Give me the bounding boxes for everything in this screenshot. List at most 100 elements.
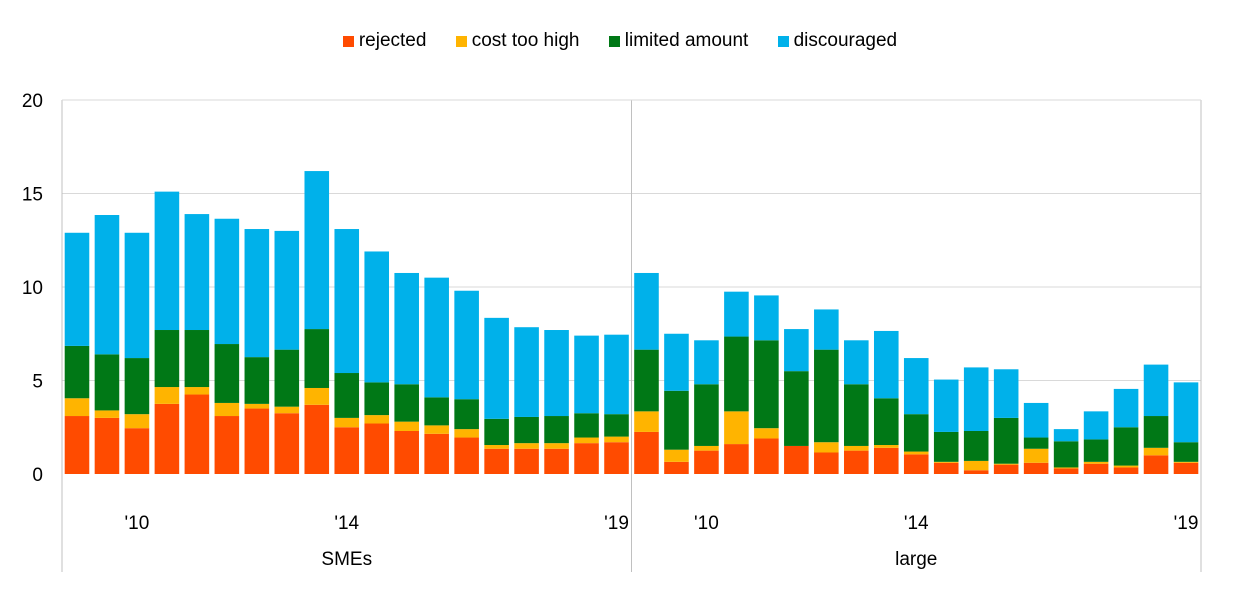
bar-segment-discouraged <box>304 171 330 330</box>
bar-segment-limited-amount <box>1113 427 1139 466</box>
bar-segment-cost-too-high <box>544 443 569 449</box>
bar-segment-rejected <box>484 448 509 474</box>
bar-segment-rejected <box>903 454 929 474</box>
bar-segment-rejected <box>94 417 120 474</box>
bar-segment-cost-too-high <box>514 443 539 449</box>
bar-segment-discouraged <box>1143 364 1169 417</box>
bar-segment-limited-amount <box>124 358 150 415</box>
bar-segment-limited-amount <box>304 329 330 388</box>
legend-swatch <box>455 35 467 47</box>
bar-segment-rejected <box>873 447 899 474</box>
bar-segment-rejected <box>184 394 210 474</box>
bar-segment-limited-amount <box>574 413 599 438</box>
bar-segment-discouraged <box>184 214 210 331</box>
x-tick-label: '19 <box>1174 513 1199 534</box>
bar-segment-cost-too-high <box>1083 461 1109 464</box>
bar-segment-rejected <box>454 437 479 474</box>
bar-segment-limited-amount <box>993 417 1019 464</box>
bar-segment-cost-too-high <box>274 406 300 414</box>
bar-segment-cost-too-high <box>903 451 929 455</box>
bar-segment-discouraged <box>724 291 749 337</box>
bar-segment-rejected <box>394 430 419 474</box>
bar-segment-cost-too-high <box>364 415 390 424</box>
bar-segment-discouraged <box>604 334 629 415</box>
bar-segment-discouraged <box>274 230 300 350</box>
bar-segment-limited-amount <box>604 414 629 437</box>
legend-item-limited-amount: limited amount <box>608 30 748 52</box>
x-tick-label: '14 <box>334 513 359 534</box>
bar-segment-limited-amount <box>424 397 449 426</box>
bar-segment-rejected <box>963 470 989 474</box>
bar-segment-cost-too-high <box>64 398 90 417</box>
bar-segment-rejected <box>154 403 180 474</box>
bar-segment-limited-amount <box>214 344 240 403</box>
bar-segment-limited-amount <box>454 399 479 430</box>
bar-segment-cost-too-high <box>754 428 779 439</box>
bar-segment-discouraged <box>154 191 180 331</box>
bar-segment-cost-too-high <box>154 387 180 404</box>
bar-segment-discouraged <box>94 215 120 355</box>
bar-segment-cost-too-high <box>1113 465 1139 468</box>
bar-segment-limited-amount <box>394 384 419 422</box>
bar-segment-limited-amount <box>903 414 929 452</box>
y-tick-label: 20 <box>22 91 43 112</box>
legend-label: rejected <box>358 30 427 51</box>
bar-segment-rejected <box>694 450 719 474</box>
bar-segment-rejected <box>244 408 270 474</box>
bar-segment-rejected <box>784 445 809 474</box>
bar-segment-cost-too-high <box>1173 461 1199 463</box>
bar-segment-discouraged <box>64 232 90 346</box>
bar-segment-rejected <box>664 461 689 474</box>
bar-segment-limited-amount <box>514 416 539 444</box>
bar-segment-cost-too-high <box>94 410 120 418</box>
bar-segment-limited-amount <box>873 398 899 446</box>
bar-segment-discouraged <box>634 272 659 350</box>
bar-segment-rejected <box>1023 462 1049 474</box>
bar-segment-limited-amount <box>1173 442 1199 462</box>
bar-segment-discouraged <box>334 229 360 374</box>
legend-item-cost-too-high: cost too high <box>455 30 579 52</box>
bar-segment-rejected <box>1083 463 1109 474</box>
bar-segment-discouraged <box>1173 382 1199 443</box>
bar-segment-discouraged <box>574 335 599 414</box>
bar-segment-cost-too-high <box>933 461 959 463</box>
y-tick-label: 15 <box>22 185 43 206</box>
x-tick-label: '10 <box>125 513 150 534</box>
bar-segment-rejected <box>844 450 869 474</box>
bar-segment-rejected <box>214 416 240 474</box>
bar-segment-discouraged <box>754 295 779 341</box>
bar-segment-limited-amount <box>963 430 989 461</box>
bar-segment-rejected <box>604 442 629 474</box>
bar-segment-cost-too-high <box>963 460 989 471</box>
bar-segment-cost-too-high <box>873 445 899 448</box>
bar-segment-discouraged <box>784 329 809 372</box>
bar-segment-rejected <box>64 416 90 474</box>
bar-segment-discouraged <box>1083 411 1109 440</box>
bar-segment-limited-amount <box>1083 439 1109 462</box>
bar-segment-limited-amount <box>1053 441 1079 468</box>
bar-segment-cost-too-high <box>334 417 360 428</box>
bar-segment-cost-too-high <box>244 403 270 409</box>
bar-segment-limited-amount <box>844 384 869 446</box>
bar-segment-rejected <box>124 428 150 474</box>
bar-segment-limited-amount <box>754 340 779 429</box>
bar-segment-limited-amount <box>544 416 569 444</box>
bar-segment-rejected <box>424 433 449 474</box>
bar-segment-rejected <box>814 452 839 474</box>
bar-segment-cost-too-high <box>424 425 449 434</box>
bar-segment-rejected <box>364 423 390 474</box>
x-tick-label: '14 <box>904 513 929 534</box>
group-label: SMEs <box>321 549 372 570</box>
bar-segment-cost-too-high <box>634 411 659 432</box>
bar-segment-limited-amount <box>484 418 509 446</box>
bar-segment-rejected <box>334 427 360 474</box>
y-tick-label: 5 <box>32 372 43 393</box>
bar-segment-limited-amount <box>154 330 180 388</box>
bar-segment-cost-too-high <box>124 414 150 429</box>
bar-segment-limited-amount <box>1023 437 1049 449</box>
bar-segment-discouraged <box>933 379 959 432</box>
bar-segment-rejected <box>1053 468 1079 474</box>
group-label: large <box>895 549 937 570</box>
bar-segment-discouraged <box>844 340 869 385</box>
